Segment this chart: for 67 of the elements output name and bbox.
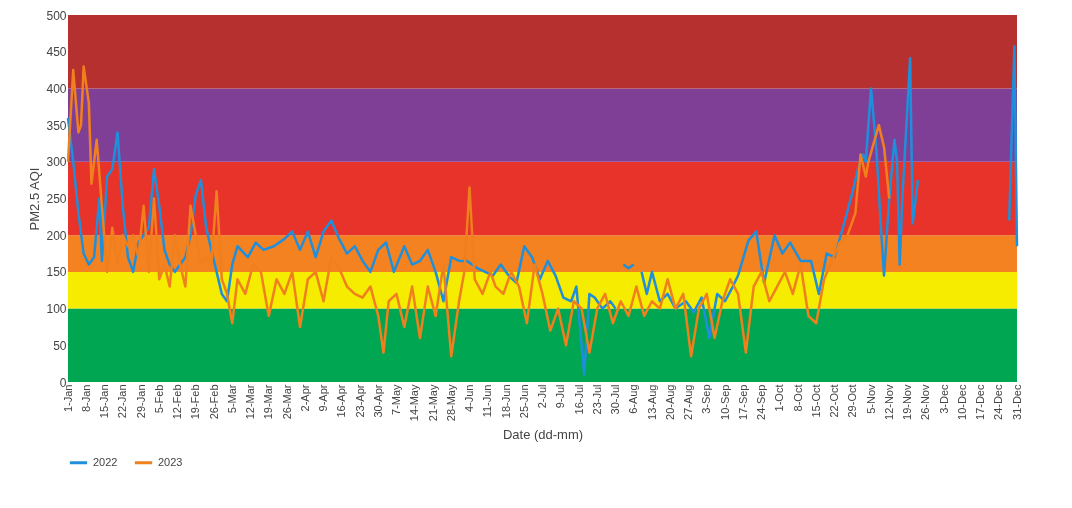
x-tick-label: 12-Nov — [882, 384, 895, 420]
x-tick-label: 17-Dec — [974, 384, 986, 420]
x-tick-label: 6-Aug — [627, 384, 640, 414]
x-tick-label: 1-Oct — [773, 384, 786, 412]
x-tick-label: 11-Jun — [481, 384, 494, 418]
x-tick-label: 13-Aug — [645, 384, 658, 420]
x-tick-label: 19-Feb — [189, 384, 202, 420]
y-axis-title: PM2.5 AQI — [27, 167, 43, 231]
x-tick-label: 8-Jan — [79, 384, 92, 413]
x-tick-label: 21-May — [426, 384, 439, 422]
x-tick-label: 29-Oct — [846, 384, 859, 418]
y-tick-label: 400 — [46, 81, 67, 96]
x-tick-label: 30-Jul — [609, 384, 621, 415]
y-tick-label: 250 — [46, 192, 67, 206]
x-tick-label: 15-Oct — [809, 384, 822, 418]
x-tick-label: 10-Sep — [718, 384, 731, 420]
x-tick-label: 29-Jan — [134, 384, 147, 419]
x-tick-label: 14-May — [408, 384, 421, 422]
x-tick-label: 9-Jul — [554, 384, 567, 409]
legend-label: 2022 — [93, 455, 118, 468]
x-tick-label: 16-Jul — [572, 384, 585, 415]
y-tick-label: 50 — [53, 338, 67, 353]
x-axis-title: Date (dd-mm) — [502, 427, 584, 443]
x-tick-label: 24-Sep — [755, 384, 767, 420]
y-tick-label: 0 — [59, 375, 67, 390]
x-tick-label: 15-Jan — [98, 384, 110, 419]
y-tick-label: 350 — [46, 118, 67, 133]
x-tick-label: 5-Nov — [864, 384, 877, 414]
x-tick-label: 2-Apr — [298, 384, 311, 412]
x-tick-label: 26-Mar — [280, 384, 293, 420]
x-tick-label: 26-Nov — [919, 384, 932, 420]
x-tick-label: 20-Aug — [663, 384, 676, 420]
y-tick-label: 450 — [46, 45, 67, 60]
x-tick-label: 12-Mar — [244, 384, 256, 420]
x-tick-label: 10-Dec — [955, 384, 968, 420]
x-tick-label: 31-Dec — [1010, 384, 1023, 420]
legend-label: 2023 — [158, 455, 183, 468]
x-tick-label: 23-Apr — [353, 384, 366, 418]
x-tick-label: 26-Feb — [207, 384, 220, 420]
x-tick-label: 17-Sep — [736, 384, 749, 420]
y-tick-label: 200 — [46, 228, 67, 243]
x-tick-label: 12-Feb — [171, 384, 183, 420]
x-tick-label: 28-May — [444, 384, 457, 422]
x-tick-label: 30-Apr — [371, 384, 384, 418]
x-tick-label: 23-Jul — [590, 384, 603, 415]
x-tick-label: 4-Jun — [463, 384, 475, 413]
x-tick-label: 3-Dec — [937, 384, 950, 414]
x-tick-label: 25-Jun — [517, 384, 530, 419]
x-tick-label: 24-Dec — [992, 384, 1005, 420]
x-tick-label: 18-Jun — [499, 384, 512, 419]
x-tick-label: 16-Apr — [335, 384, 348, 418]
x-tick-label: 9-Apr — [317, 384, 329, 412]
x-tick-label: 27-Aug — [682, 384, 694, 420]
x-tick-label: 19-Nov — [901, 384, 913, 420]
y-tick-label: 300 — [46, 155, 67, 170]
y-tick-label: 500 — [46, 8, 67, 23]
x-tick-label: 7-May — [390, 384, 402, 416]
x-tick-label: 5-Mar — [225, 384, 238, 414]
x-tick-label: 3-Sep — [700, 384, 713, 414]
x-tick-label: 2-Jul — [536, 384, 548, 409]
y-tick-label: 150 — [46, 265, 67, 280]
x-tick-label: 19-Mar — [262, 384, 275, 420]
x-tick-label: 22-Oct — [828, 384, 840, 418]
x-tick-label: 22-Jan — [116, 384, 129, 419]
x-tick-label: 5-Feb — [152, 384, 165, 414]
x-tick-label: 8-Oct — [791, 384, 804, 412]
y-tick-label: 100 — [46, 302, 67, 317]
